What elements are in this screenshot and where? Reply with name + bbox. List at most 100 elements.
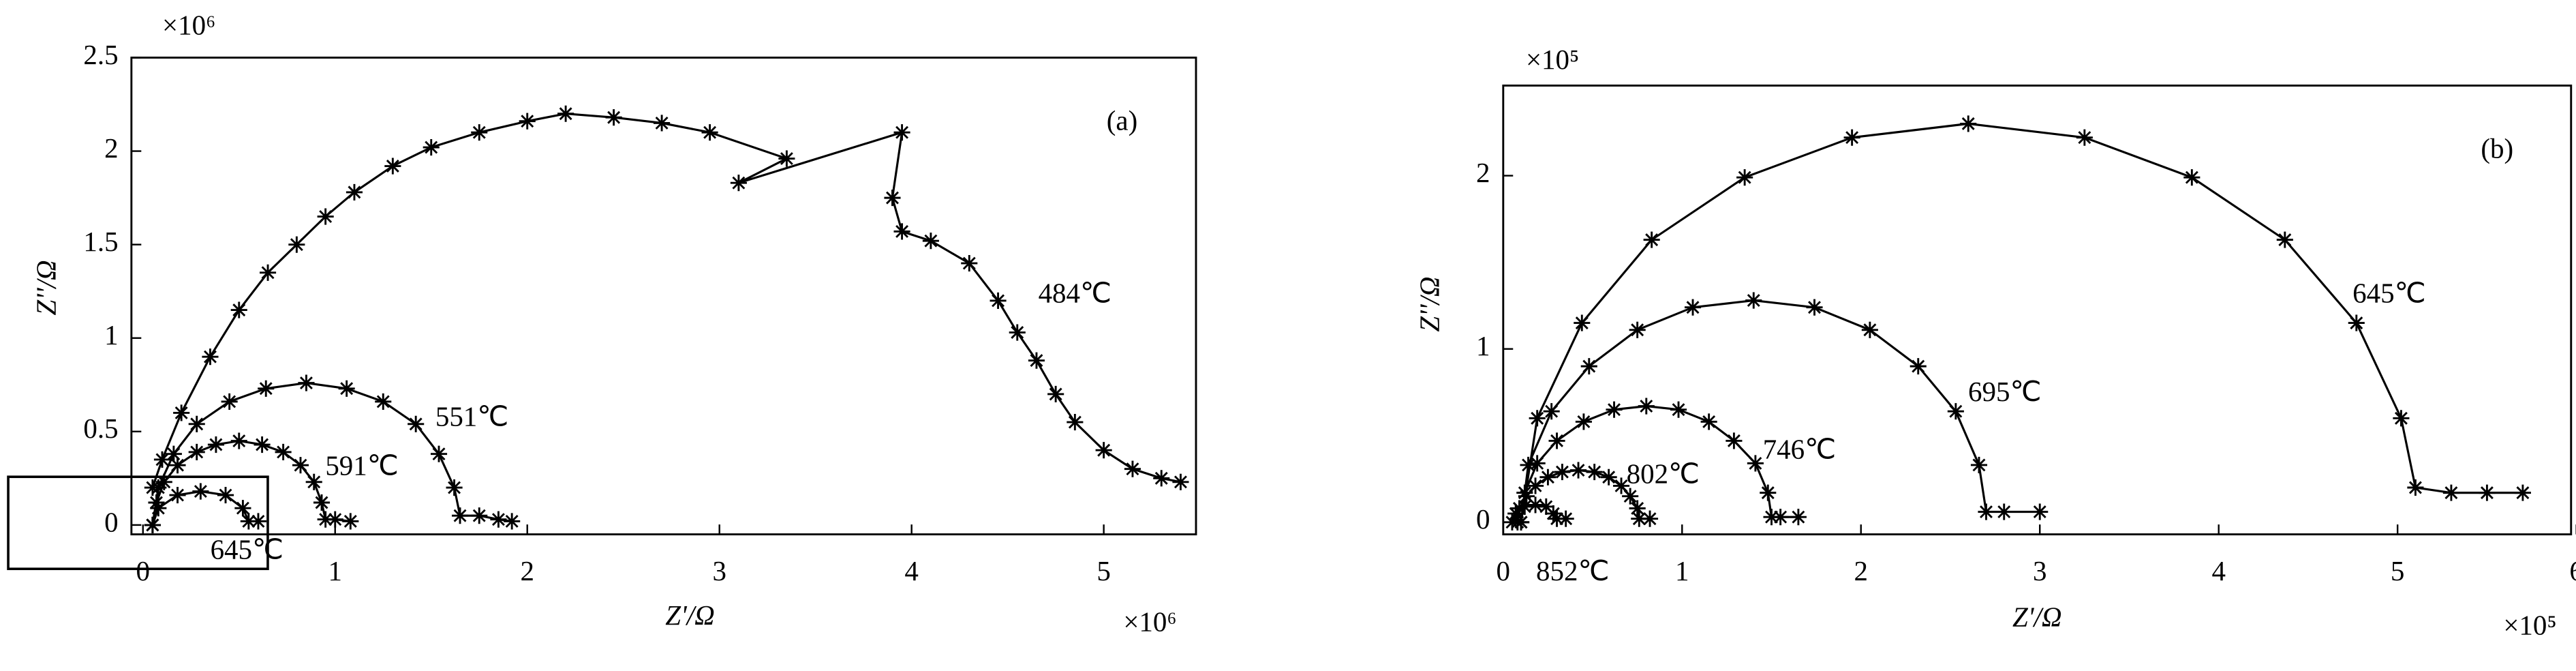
asterisk-marker: [1009, 324, 1026, 341]
asterisk-marker: [288, 236, 305, 253]
asterisk-marker: [221, 393, 238, 411]
panel-label: (a): [1107, 104, 1137, 136]
asterisk-marker: [1516, 498, 1533, 516]
asterisk-marker: [1539, 468, 1557, 486]
y-tick-label: 2.5: [83, 39, 118, 70]
asterisk-marker: [408, 415, 425, 432]
asterisk-marker: [2076, 129, 2093, 146]
y-multiplier: ×10⁶: [162, 10, 215, 41]
asterisk-marker: [1629, 500, 1646, 517]
asterisk-marker: [1575, 413, 1592, 430]
x-tick-label: 0: [1497, 555, 1510, 586]
y-axis-title: Z''/Ω: [1414, 276, 1445, 331]
asterisk-marker: [490, 511, 507, 528]
asterisk-marker: [1520, 456, 1537, 474]
asterisk-marker: [1095, 442, 1112, 459]
y-tick-label: 2: [1476, 157, 1490, 188]
asterisk-marker: [922, 233, 939, 250]
asterisk-marker: [1910, 358, 1927, 375]
y-axis-title: Z''/Ω: [31, 260, 62, 315]
asterisk-marker: [202, 348, 219, 366]
y-tick-label: 1: [104, 319, 118, 351]
asterisk-marker: [2348, 314, 2365, 331]
asterisk-marker: [1554, 464, 1571, 481]
asterisk-marker: [1543, 403, 1560, 420]
asterisk-marker: [1586, 464, 1603, 481]
series-label: 484℃: [1039, 277, 1111, 308]
asterisk-marker: [292, 457, 309, 474]
asterisk-marker: [338, 380, 355, 397]
asterisk-marker: [313, 494, 331, 511]
x-tick-label: 2: [1854, 555, 1868, 586]
asterisk-marker: [150, 500, 167, 517]
asterisk-marker: [1580, 358, 1597, 375]
asterisk-marker: [207, 436, 224, 453]
asterisk-marker: [1518, 488, 1535, 505]
x-tick-label: 5: [2391, 555, 2404, 586]
series-label: 645℃: [211, 534, 283, 565]
asterisk-marker: [2031, 503, 2049, 520]
asterisk-marker: [446, 479, 463, 496]
asterisk-marker: [260, 264, 277, 281]
asterisk-marker: [375, 393, 392, 411]
asterisk-marker: [1067, 414, 1084, 431]
asterisk-marker: [1047, 385, 1064, 403]
x-tick-label: 5: [1097, 555, 1110, 586]
asterisk-marker: [346, 183, 363, 200]
asterisk-marker: [1569, 462, 1587, 479]
y-tick-label: 1.5: [83, 226, 118, 257]
x-tick-label: 0: [136, 555, 150, 586]
asterisk-marker: [2183, 169, 2201, 186]
asterisk-marker: [893, 124, 910, 141]
series-label: 645℃: [2352, 277, 2425, 308]
asterisk-marker: [1600, 468, 1617, 486]
asterisk-marker: [1670, 401, 1687, 418]
asterisk-marker: [471, 124, 488, 141]
y-multiplier: ×10⁵: [1526, 44, 1579, 75]
asterisk-marker: [1684, 299, 1702, 316]
asterisk-marker: [317, 511, 334, 528]
asterisk-marker: [148, 494, 165, 511]
asterisk-marker: [1527, 496, 1544, 513]
asterisk-marker: [1641, 510, 1659, 527]
series-label: 852℃: [1536, 555, 1609, 586]
x-axis-title: Z'/Ω: [665, 599, 715, 631]
asterisk-marker: [275, 443, 292, 461]
asterisk-marker: [317, 208, 334, 225]
asterisk-marker: [1960, 115, 1977, 132]
asterisk-marker: [1629, 321, 1646, 338]
asterisk-marker: [701, 124, 718, 141]
asterisk-marker: [1700, 413, 1717, 430]
asterisk-marker: [730, 175, 747, 192]
asterisk-marker: [155, 473, 172, 490]
asterisk-marker: [1745, 292, 1762, 309]
asterisk-marker: [1747, 455, 1764, 472]
y-tick-label: 1: [1476, 330, 1490, 361]
asterisk-marker: [605, 109, 622, 126]
asterisk-marker: [1172, 473, 1189, 490]
asterisk-marker: [258, 380, 275, 397]
series-label: 695℃: [1968, 376, 2041, 407]
x-axis-title: Z'/Ω: [2012, 601, 2062, 632]
asterisk-marker: [217, 486, 234, 504]
series-line: [1520, 122, 2523, 523]
asterisk-marker: [1995, 503, 2012, 520]
asterisk-marker: [1622, 488, 1639, 505]
asterisk-marker: [990, 292, 1007, 309]
asterisk-marker: [778, 150, 795, 167]
x-tick-label: 4: [2211, 555, 2225, 586]
asterisk-marker: [654, 115, 671, 132]
asterisk-marker: [298, 374, 315, 391]
x-tick-label: 2: [520, 555, 534, 586]
asterisk-marker: [430, 445, 448, 462]
series-label: 746℃: [1763, 433, 1836, 464]
asterisk-marker: [1970, 456, 1988, 474]
x-multiplier: ×10⁶: [1123, 606, 1176, 638]
asterisk-marker: [305, 473, 322, 490]
asterisk-marker: [1772, 509, 1789, 526]
x-tick-label: 4: [904, 555, 918, 586]
asterisk-marker: [1643, 231, 1660, 248]
y-tick-label: 0: [104, 506, 118, 537]
asterisk-marker: [1153, 470, 1170, 487]
